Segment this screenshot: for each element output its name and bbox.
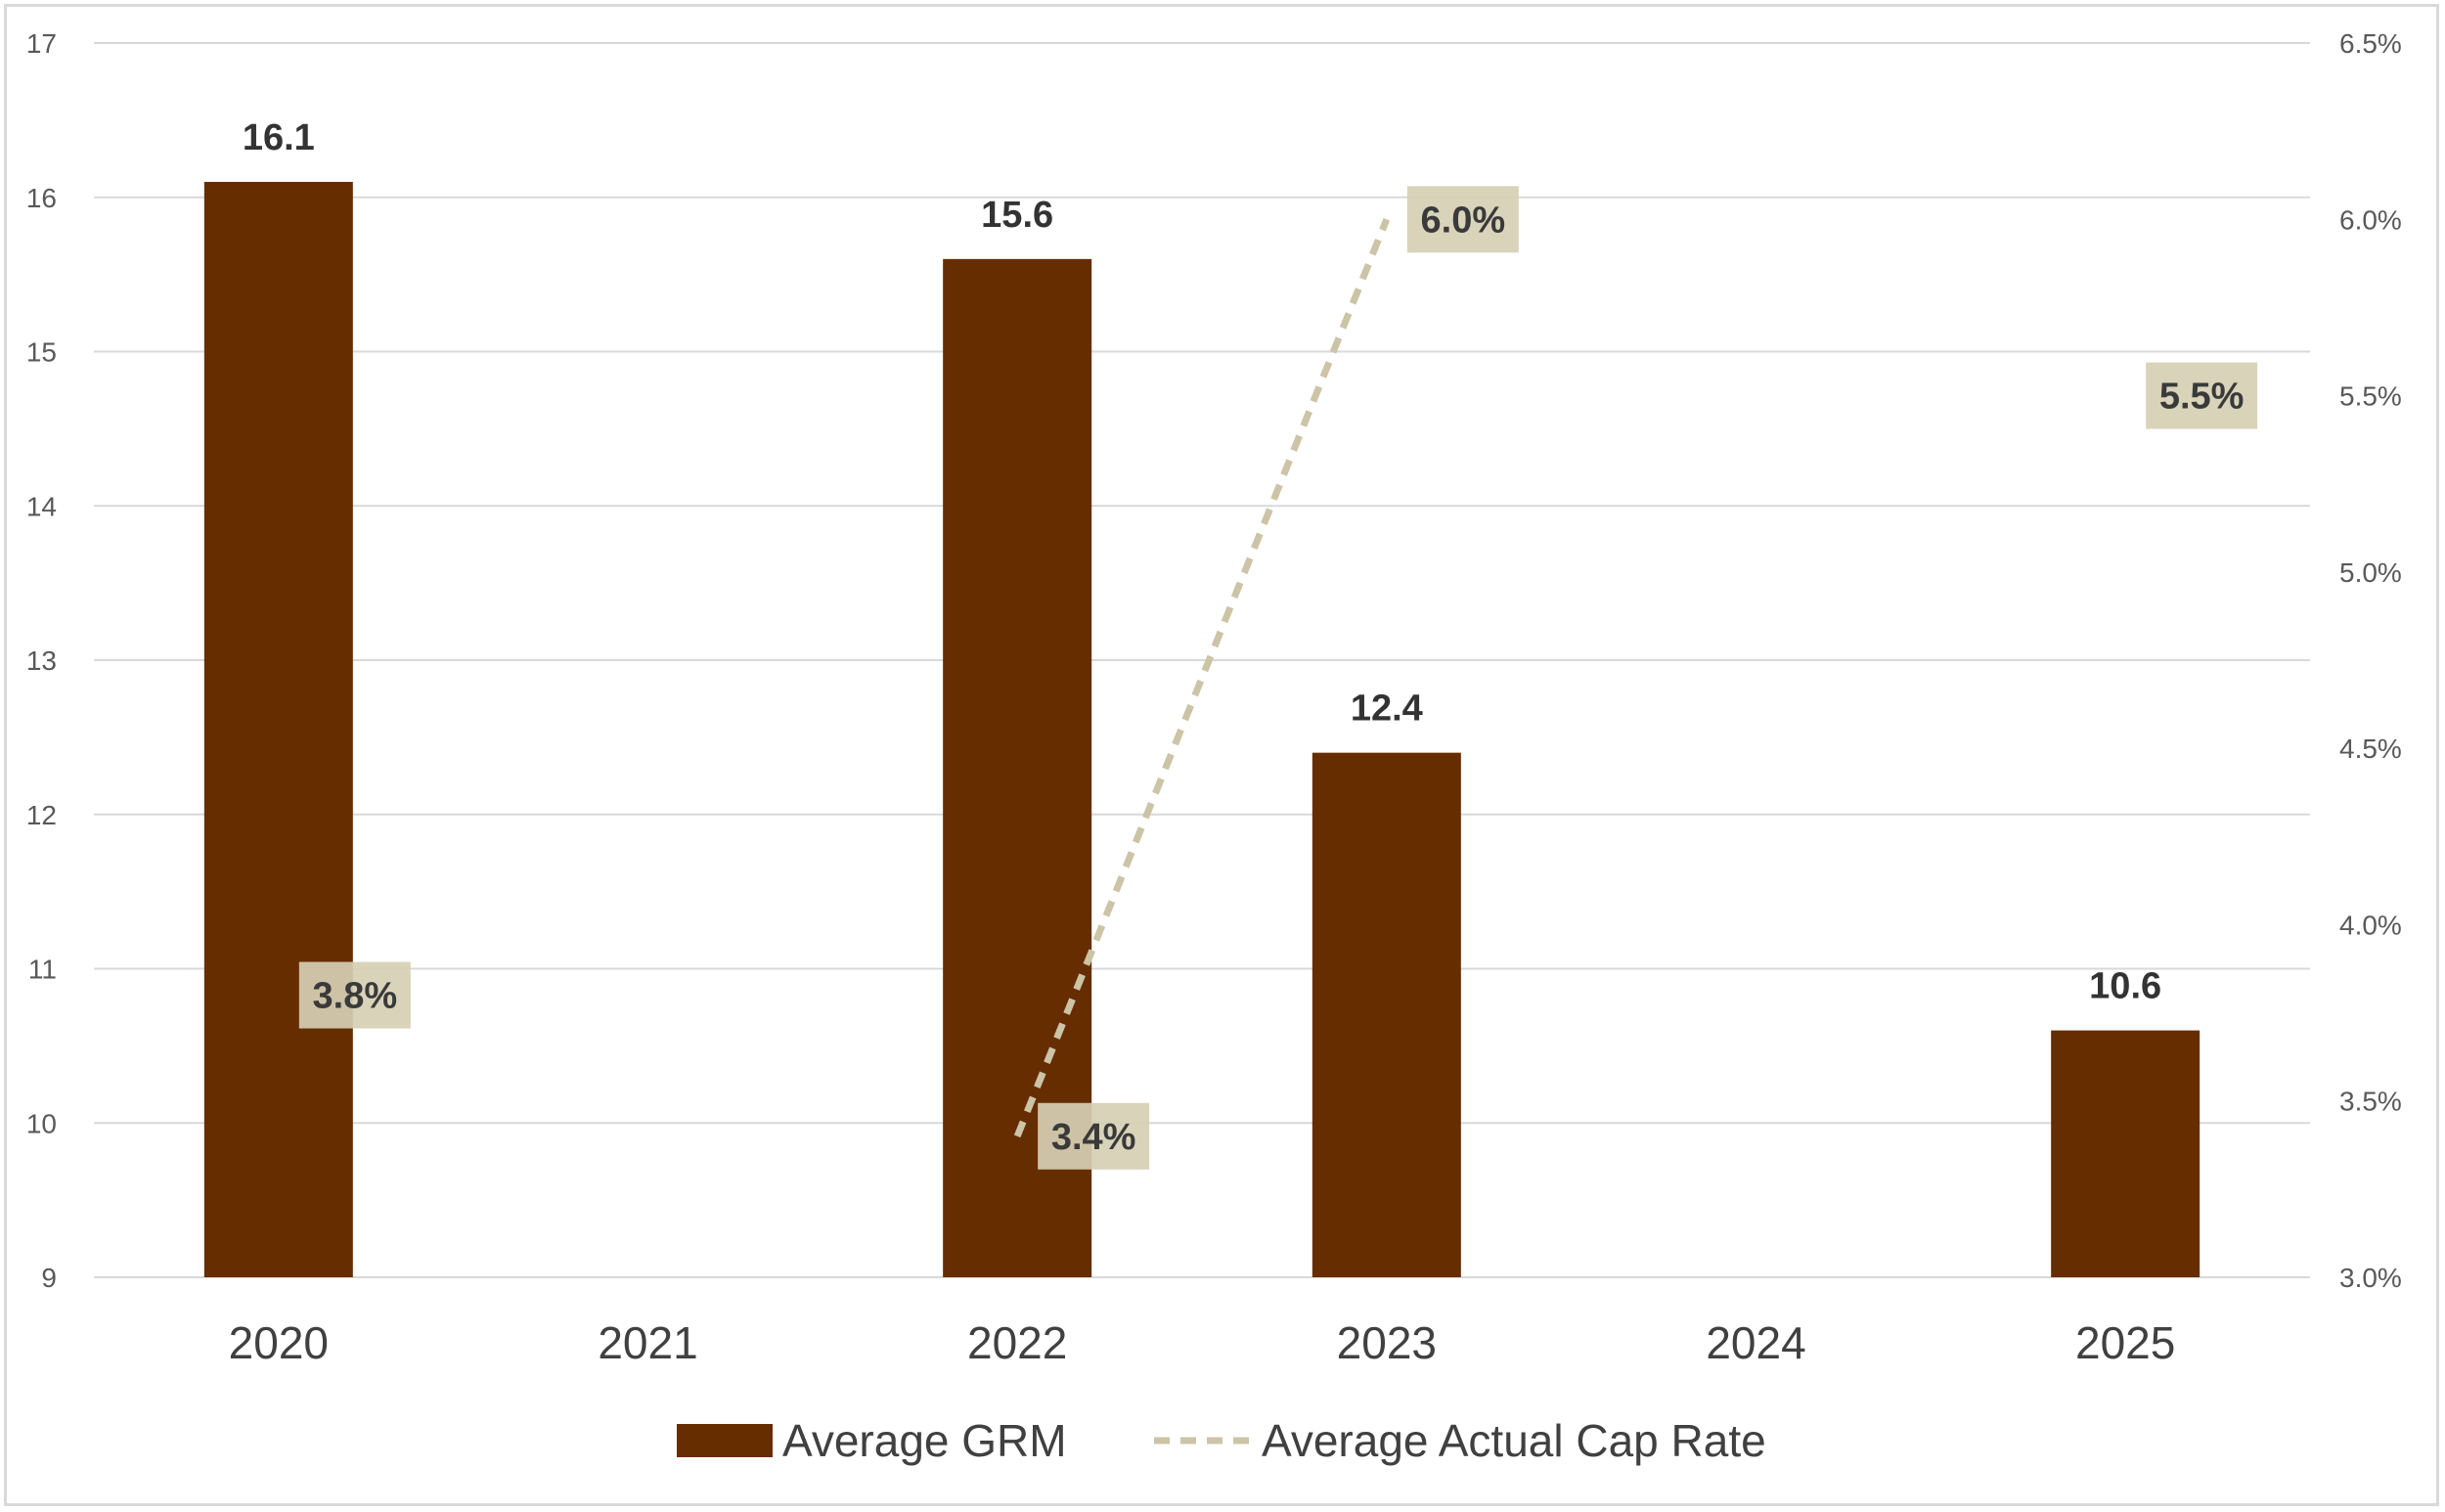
cap-rate-label-box [2146, 362, 2258, 429]
y-right-tick-label: 5.5% [2339, 381, 2402, 412]
legend: Average GRM Average Actual Cap Rate [677, 1415, 1766, 1466]
gridlines [94, 42, 2310, 1278]
y-right-tick-label: 3.5% [2339, 1087, 2402, 1117]
cap-rate-label-box [1406, 186, 1519, 253]
grm-bar [2051, 1030, 2200, 1277]
cap-rate-segment [1013, 217, 1391, 1138]
x-axis: 2020 2021 2022 2023 2024 2025 [229, 1317, 2176, 1368]
y-left-tick-label: 10 [26, 1108, 57, 1138]
y-right-tick-label: 3.0% [2339, 1263, 2402, 1293]
right-axis: 3.0% 3.5% 4.0% 4.5% 5.0% 5.5% 6.0% 6.5% [2339, 28, 2402, 1293]
grm-data-label: 16.1 [243, 117, 315, 158]
grm-bar [203, 181, 353, 1278]
grm-data-label: 15.6 [981, 195, 1053, 236]
x-tick-label: 2025 [2075, 1317, 2175, 1368]
y-right-tick-label: 4.5% [2339, 734, 2402, 764]
legend-line-label: Average Actual Cap Rate [1262, 1415, 1766, 1466]
cap-rate-data-label: 3.4% [1051, 1117, 1136, 1158]
y-left-tick-label: 12 [26, 800, 57, 830]
legend-bar-swatch [677, 1424, 773, 1457]
chart-frame [4, 4, 2439, 1506]
x-tick-label: 2021 [598, 1317, 697, 1368]
y-right-tick-label: 5.0% [2339, 557, 2402, 588]
left-axis: 9 10 11 12 13 14 15 16 17 [26, 28, 57, 1293]
x-tick-label: 2024 [1706, 1317, 1805, 1368]
cap-rate-label-box [298, 961, 411, 1029]
y-left-tick-label: 9 [41, 1263, 57, 1293]
legend-bar-label: Average GRM [782, 1415, 1067, 1466]
y-right-tick-label: 6.5% [2339, 28, 2402, 59]
cap-rate-data-label: 6.0% [1421, 200, 1506, 241]
y-left-tick-label: 14 [26, 491, 57, 521]
grm-data-label: 10.6 [2089, 966, 2161, 1007]
y-left-tick-label: 15 [26, 337, 57, 368]
y-right-tick-label: 4.0% [2339, 910, 2402, 940]
y-right-tick-label: 6.0% [2339, 204, 2402, 235]
rate-data-labels: 3.8% 3.4% 6.0% 5.5% [298, 186, 2258, 1170]
cap-rate-label-box [1038, 1102, 1150, 1170]
cap-rate-data-label: 5.5% [2159, 377, 2245, 418]
y-left-tick-label: 16 [26, 183, 57, 213]
cap-rate-data-label: 3.8% [313, 976, 398, 1017]
y-left-tick-label: 13 [26, 645, 57, 676]
x-tick-label: 2020 [229, 1317, 329, 1368]
bars [203, 181, 2200, 1278]
y-left-tick-label: 11 [28, 955, 57, 985]
cap-rate-line [1013, 217, 1391, 1138]
y-left-tick-label: 17 [26, 28, 57, 59]
x-tick-label: 2022 [967, 1317, 1067, 1368]
x-tick-label: 2023 [1337, 1317, 1437, 1368]
grm-bar [1311, 752, 1461, 1277]
grm-data-label: 12.4 [1351, 689, 1423, 730]
bar-data-labels: 16.1 15.6 12.4 10.6 [243, 117, 2161, 1007]
